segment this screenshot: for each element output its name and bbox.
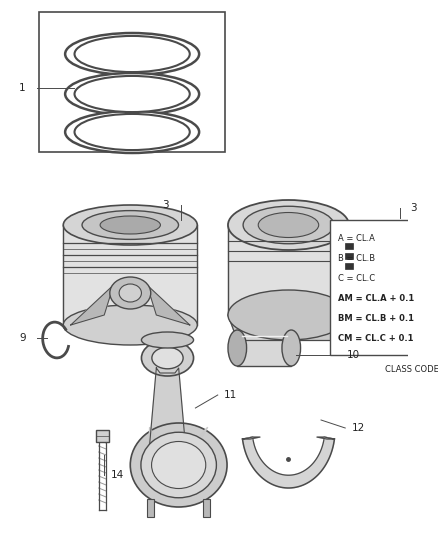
Text: 9: 9 bbox=[19, 333, 26, 343]
Text: B = CL.B: B = CL.B bbox=[338, 254, 375, 263]
Text: BM = CL.B + 0.1: BM = CL.B + 0.1 bbox=[338, 314, 414, 323]
Bar bbox=[237, 330, 291, 366]
Ellipse shape bbox=[82, 211, 179, 239]
Polygon shape bbox=[317, 437, 335, 439]
Ellipse shape bbox=[65, 111, 199, 153]
Text: 10: 10 bbox=[347, 350, 360, 360]
Ellipse shape bbox=[63, 205, 197, 245]
Ellipse shape bbox=[110, 277, 151, 309]
Polygon shape bbox=[243, 437, 335, 488]
Ellipse shape bbox=[228, 330, 247, 366]
Polygon shape bbox=[71, 285, 113, 325]
Ellipse shape bbox=[243, 206, 334, 244]
Polygon shape bbox=[63, 225, 197, 325]
Polygon shape bbox=[182, 427, 208, 458]
Polygon shape bbox=[149, 368, 186, 458]
Polygon shape bbox=[147, 285, 190, 325]
Ellipse shape bbox=[141, 432, 216, 498]
Text: 11: 11 bbox=[224, 390, 237, 400]
Ellipse shape bbox=[130, 423, 227, 507]
Text: 12: 12 bbox=[352, 423, 365, 433]
Bar bbox=[203, 499, 210, 517]
Ellipse shape bbox=[141, 340, 194, 376]
Polygon shape bbox=[149, 427, 155, 458]
Ellipse shape bbox=[74, 36, 190, 72]
Ellipse shape bbox=[228, 200, 349, 250]
Ellipse shape bbox=[65, 73, 199, 115]
Bar bbox=[345, 263, 353, 269]
Bar bbox=[330, 220, 438, 355]
Ellipse shape bbox=[258, 213, 319, 238]
Bar bbox=[39, 12, 225, 152]
Polygon shape bbox=[228, 225, 349, 315]
Bar bbox=[147, 499, 155, 517]
Ellipse shape bbox=[282, 330, 300, 366]
Text: AM = CL.A + 0.1: AM = CL.A + 0.1 bbox=[338, 294, 414, 303]
Text: CLASS CODE: CLASS CODE bbox=[385, 365, 438, 374]
Text: 1: 1 bbox=[19, 83, 26, 93]
Ellipse shape bbox=[74, 76, 190, 112]
Text: 3: 3 bbox=[410, 203, 417, 213]
Text: 14: 14 bbox=[111, 470, 124, 480]
Ellipse shape bbox=[63, 305, 197, 345]
Text: 3: 3 bbox=[162, 200, 169, 210]
Ellipse shape bbox=[228, 290, 349, 340]
Bar bbox=[345, 253, 353, 259]
Bar bbox=[345, 243, 353, 249]
Text: CM = CL.C + 0.1: CM = CL.C + 0.1 bbox=[338, 334, 413, 343]
Ellipse shape bbox=[152, 441, 206, 489]
Ellipse shape bbox=[119, 284, 141, 302]
Polygon shape bbox=[243, 437, 260, 439]
Ellipse shape bbox=[152, 347, 183, 369]
Ellipse shape bbox=[74, 114, 190, 150]
Bar bbox=[96, 430, 109, 442]
Polygon shape bbox=[228, 315, 349, 340]
Text: A = CL.A: A = CL.A bbox=[338, 234, 374, 243]
Ellipse shape bbox=[141, 332, 194, 348]
Ellipse shape bbox=[65, 33, 199, 75]
Text: C = CL.C: C = CL.C bbox=[338, 274, 375, 283]
Ellipse shape bbox=[100, 216, 160, 234]
